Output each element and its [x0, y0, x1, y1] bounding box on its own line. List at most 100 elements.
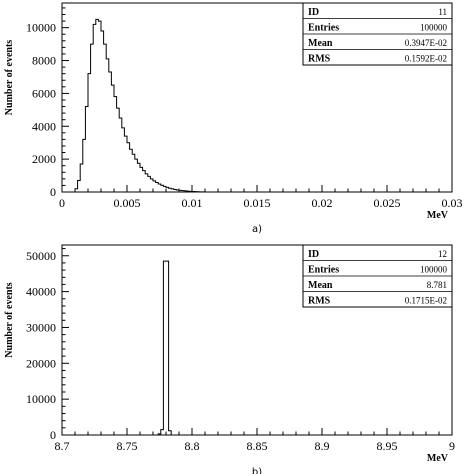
histogram-bin	[101, 31, 104, 192]
histogram-bin	[135, 159, 138, 192]
x-unit-label: MeV	[427, 210, 449, 221]
x-tick-label: 0.015	[244, 196, 271, 210]
stats-key: ID	[308, 249, 319, 260]
y-axis-label: Number of events	[4, 40, 15, 115]
histogram-bin	[174, 189, 177, 192]
x-tick-label: 0.01	[182, 196, 203, 210]
y-tick-label: 10000	[26, 21, 56, 35]
histogram-bin	[182, 191, 185, 192]
x-tick-label: 0.02	[312, 196, 333, 210]
stats-key: ID	[308, 7, 319, 18]
y-axis-label: Number of events	[4, 282, 15, 357]
x-tick-label: 0.03	[442, 196, 463, 210]
chart-panel-a: 0 0.005 0.01 0.015 0.02 0.025 0.03 0 2000 4000 600…	[4, 2, 463, 235]
histogram-bin	[124, 136, 127, 192]
stats-key: RMS	[308, 295, 331, 306]
histogram-bin	[140, 167, 143, 192]
x-tick-label: 8.7	[55, 439, 70, 453]
histogram-bin	[109, 72, 112, 192]
histogram-bin	[158, 434, 161, 435]
y-tick-label: 0	[50, 185, 56, 199]
histogram-bin	[98, 21, 101, 192]
histogram-bin	[104, 44, 107, 192]
histogram-bin	[153, 181, 156, 192]
histogram-bin	[189, 191, 192, 192]
y-tick-label: 6000	[32, 86, 56, 100]
stats-value: 100000	[420, 22, 448, 32]
y-tick-label: 30000	[26, 320, 56, 334]
stats-value: 100000	[420, 264, 448, 274]
histogram-bin	[80, 164, 83, 192]
y-tick-label: 40000	[26, 285, 56, 299]
histogram-bin	[166, 261, 169, 435]
histogram-bin	[179, 190, 182, 192]
y-tick-label: 50000	[26, 249, 56, 263]
histogram-bin	[145, 174, 148, 192]
histogram-bin	[93, 24, 96, 192]
histogram-bin	[75, 189, 78, 192]
panel-label: b)	[252, 467, 262, 474]
y-tick-label: 4000	[32, 119, 56, 133]
stats-value: 0.1715E-02	[405, 295, 447, 305]
histogram-bin	[166, 187, 169, 192]
histogram-bin	[88, 74, 91, 192]
y-tick-label: 8000	[32, 54, 56, 68]
histogram-series	[157, 260, 172, 435]
stats-key: Entries	[308, 22, 339, 33]
x-tick-label: 8.9	[315, 439, 330, 453]
stats-key: RMS	[308, 53, 331, 64]
stats-key: Mean	[308, 280, 333, 291]
histogram-bin	[85, 107, 88, 192]
x-unit-label: MeV	[427, 453, 449, 464]
panel-label: a)	[252, 224, 262, 235]
histogram-bin	[91, 44, 94, 192]
stats-value: 0.3947E-02	[405, 38, 447, 48]
histogram-bin	[161, 185, 164, 192]
histogram-bin	[176, 190, 179, 192]
x-tick-label: 8.85	[247, 439, 268, 453]
histogram-bin	[96, 19, 99, 192]
chart-panel-b: 8.7 8.75 8.8 8.85 8.9 8.95 9 0 10000 20000 30000 40…	[4, 244, 455, 474]
histogram-series	[74, 18, 206, 193]
histogram-bin	[127, 143, 130, 192]
x-tick-label: 0.025	[374, 196, 401, 210]
x-tick-label: 0	[59, 196, 65, 210]
y-tick-label: 0	[50, 428, 56, 442]
x-tick-label: 8.75	[117, 439, 138, 453]
x-tick-label: 9	[449, 439, 455, 453]
histogram-bin	[169, 431, 172, 435]
histogram-bin	[163, 186, 166, 192]
histogram-bin	[114, 97, 117, 192]
stats-key: Entries	[308, 264, 339, 275]
histogram-bin	[148, 176, 151, 192]
histogram-bin	[158, 184, 161, 192]
histogram-bin	[187, 191, 190, 192]
stats-value: 8.781	[427, 280, 447, 290]
histogram-bin	[163, 261, 166, 435]
histogram-bin	[83, 139, 86, 192]
y-tick-label: 20000	[26, 356, 56, 370]
histogram-bin	[143, 171, 146, 192]
histogram-bin	[106, 59, 109, 192]
histogram-bin	[161, 430, 164, 435]
histogram-bin	[171, 189, 174, 192]
stats-key: Mean	[308, 38, 333, 49]
histogram-bin	[184, 191, 187, 192]
x-tick-label: 0.005	[114, 196, 141, 210]
histogram-bin	[130, 149, 133, 192]
histogram-bin	[169, 188, 172, 192]
histogram-bin	[122, 128, 125, 192]
histogram-bin	[137, 163, 140, 192]
histogram-bin	[132, 154, 135, 192]
histogram-bin	[119, 118, 122, 192]
stats-value: 11	[438, 7, 447, 17]
x-tick-label: 8.95	[377, 439, 398, 453]
y-tick-label: 10000	[26, 392, 56, 406]
histogram-bin	[117, 108, 120, 192]
histogram-bin	[111, 85, 114, 192]
histogram-bin	[150, 179, 153, 192]
x-tick-label: 8.8	[185, 439, 200, 453]
y-tick-label: 2000	[32, 152, 56, 166]
histogram-bin	[78, 180, 81, 192]
